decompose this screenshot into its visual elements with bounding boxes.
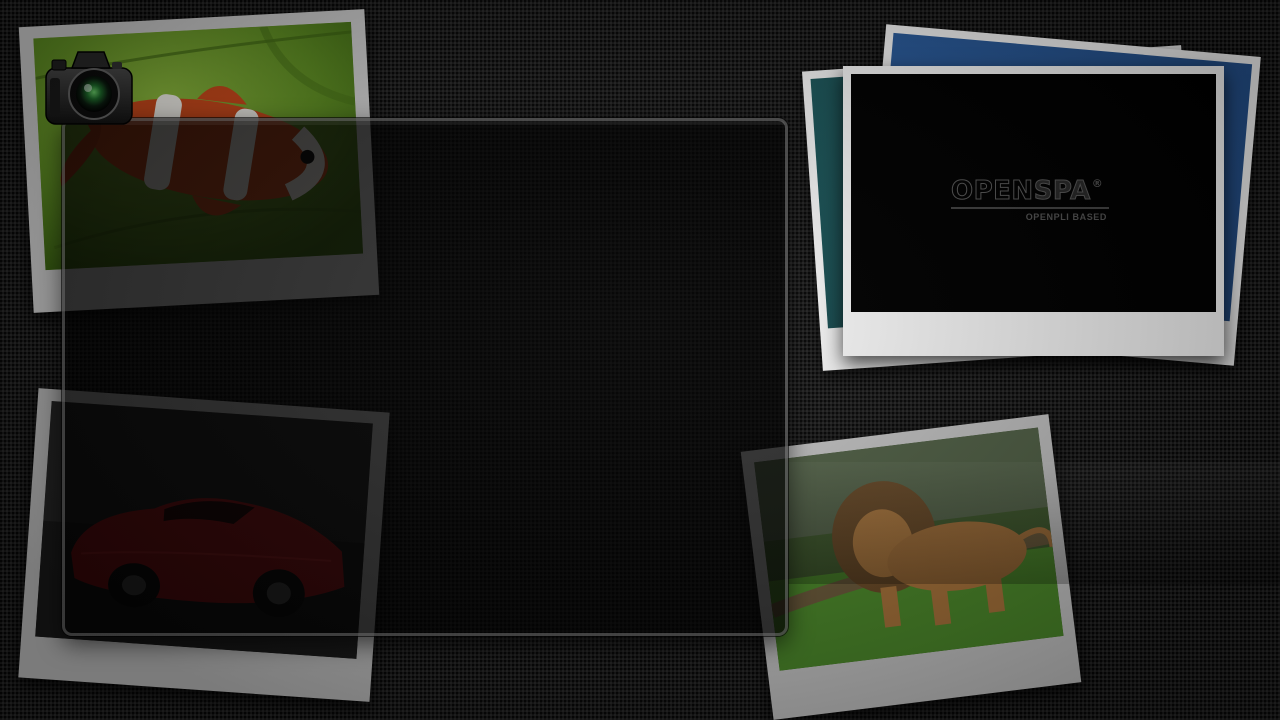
logo-tagline: OPENPLI BASED bbox=[1025, 212, 1107, 222]
logo-wordmark: OPENSPA® bbox=[951, 176, 1121, 206]
logo-spa-text: SPA bbox=[1033, 176, 1091, 206]
logo-registered-mark: ® bbox=[1091, 177, 1104, 190]
preview-polaroid[interactable]: OPENSPA® OPENPLI BASED bbox=[843, 66, 1224, 356]
logo-open-text: OPEN bbox=[951, 176, 1034, 206]
openspa-logo: OPENSPA® OPENPLI BASED bbox=[951, 178, 1121, 222]
glass-band bbox=[788, 462, 1280, 584]
camera-icon bbox=[42, 46, 136, 128]
main-content-panel bbox=[62, 118, 788, 636]
preview-screen: OPENSPA® OPENPLI BASED bbox=[851, 74, 1216, 312]
lion-image bbox=[754, 427, 1064, 671]
logo-divider bbox=[951, 207, 1109, 209]
photo-lion[interactable] bbox=[740, 414, 1082, 720]
